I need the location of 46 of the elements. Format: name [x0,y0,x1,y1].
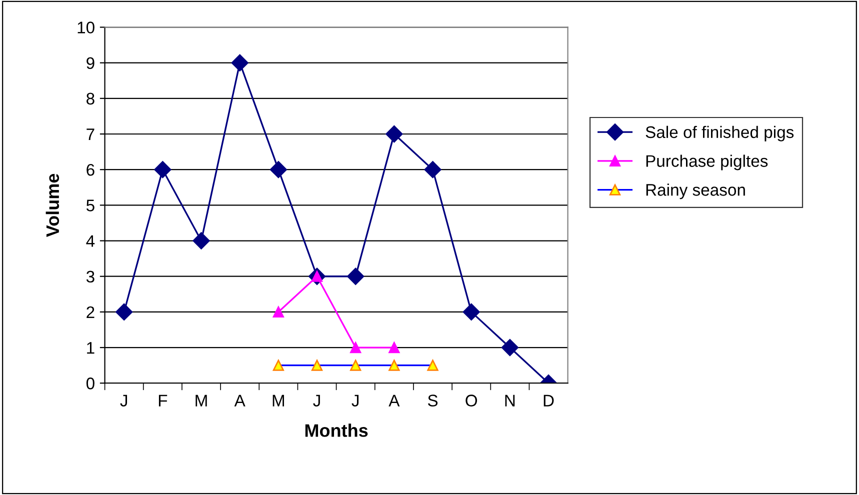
y-tick-label: 8 [86,92,94,105]
x-tick-label: J [313,394,320,406]
x-tick-label: M [272,394,284,406]
x-tick-label: D [544,394,554,406]
y-axis-title: Volume [46,174,60,237]
x-tick-label: A [234,394,246,406]
y-tick-label: 7 [86,128,94,140]
x-tick-label: F [158,394,168,406]
x-tick-label: J [352,394,359,406]
x-tick-label: M [196,394,207,406]
x-tick-label: A [388,394,400,406]
y-tick-label: 1 [87,342,94,354]
x-tick-label: S [428,394,438,406]
point [154,161,172,178]
point [192,232,210,250]
point [272,306,284,318]
point [270,161,287,178]
point [386,125,403,143]
point [388,360,400,371]
x-tick-label: J [120,394,128,406]
y-tick-label: 0 [86,378,94,390]
legend-label: Rainy season [646,184,745,200]
y-tick-label: 2 [86,306,94,318]
y-tick-label: 4 [86,235,95,247]
point [462,303,480,320]
x-tick-label: O [466,394,478,406]
point [427,360,438,371]
y-tick-label: 10 [78,22,94,34]
point [388,342,400,354]
legend-label: Sale of finished pigs [646,126,794,142]
point [350,342,362,354]
x-axis-title: Months [305,424,368,437]
y-tick-label: 3 [86,270,94,283]
x-tick-label: N [505,394,515,406]
y-tick-label: 9 [86,57,94,70]
point [116,303,133,320]
point [424,161,442,178]
y-tick-label: 6 [86,164,94,176]
point [311,360,323,371]
y-tick-label: 5 [86,200,94,212]
point [231,54,248,72]
legend-label: Purchase pigltes [646,154,768,170]
point [501,338,518,356]
point [272,360,284,371]
point [350,360,362,371]
point [347,268,364,285]
